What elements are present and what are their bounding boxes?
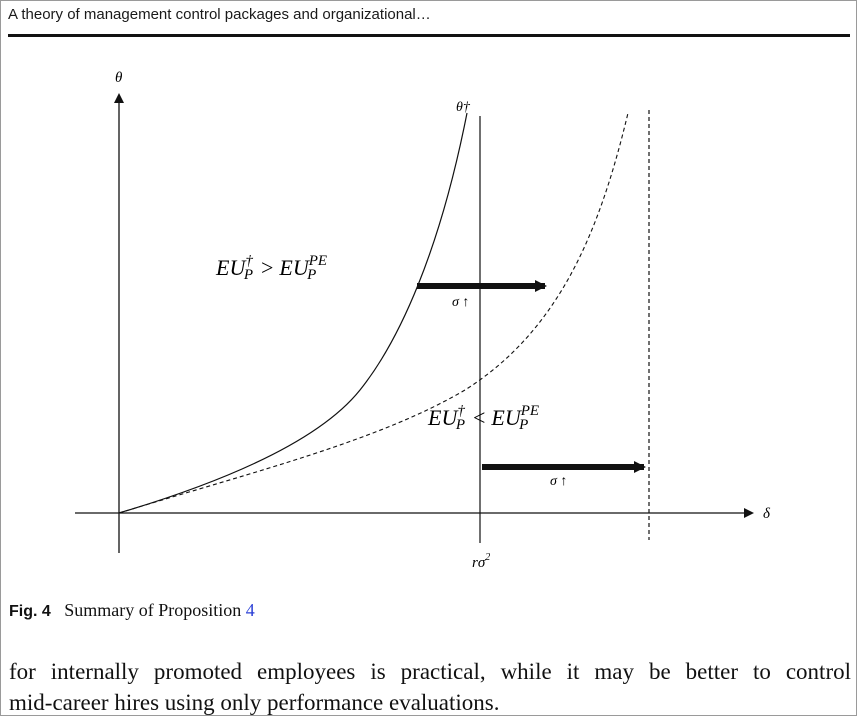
region-lower-inequality: EU† P < EUPE P [427, 403, 539, 433]
sigma-label-upper: σ ↑ [452, 295, 469, 310]
body-line-1: for internally promoted employees is pra… [9, 659, 851, 684]
figure-proposition-4: θ δ θ† rσ2 EU† P > EUPE P EU† P < EUPE P σ ↑ σ ↑ [75, 70, 771, 571]
proposition-link[interactable]: 4 [245, 600, 255, 620]
curve-theta-dagger [118, 112, 468, 514]
header-rule [8, 34, 850, 37]
figure-number: Fig. 4 [9, 603, 51, 620]
body-line-2: mid-career hires using only performance … [9, 690, 500, 715]
curve-dashed [118, 112, 629, 514]
x-axis-label: δ [763, 506, 771, 522]
region-upper-inequality: EU† P > EUPE P [215, 253, 327, 283]
running-head: A theory of management control packages … [8, 6, 431, 23]
y-axis-label: θ [115, 70, 123, 86]
body-paragraph: for internally promoted employees is pra… [9, 656, 851, 718]
curve-label-theta-dagger: θ† [456, 100, 471, 115]
caption-text: Summary of Proposition [64, 600, 242, 620]
sigma-label-lower: σ ↑ [550, 474, 567, 489]
vline-label: rσ2 [472, 552, 490, 571]
figure-caption: Fig. 4 Summary of Proposition 4 [9, 600, 255, 621]
